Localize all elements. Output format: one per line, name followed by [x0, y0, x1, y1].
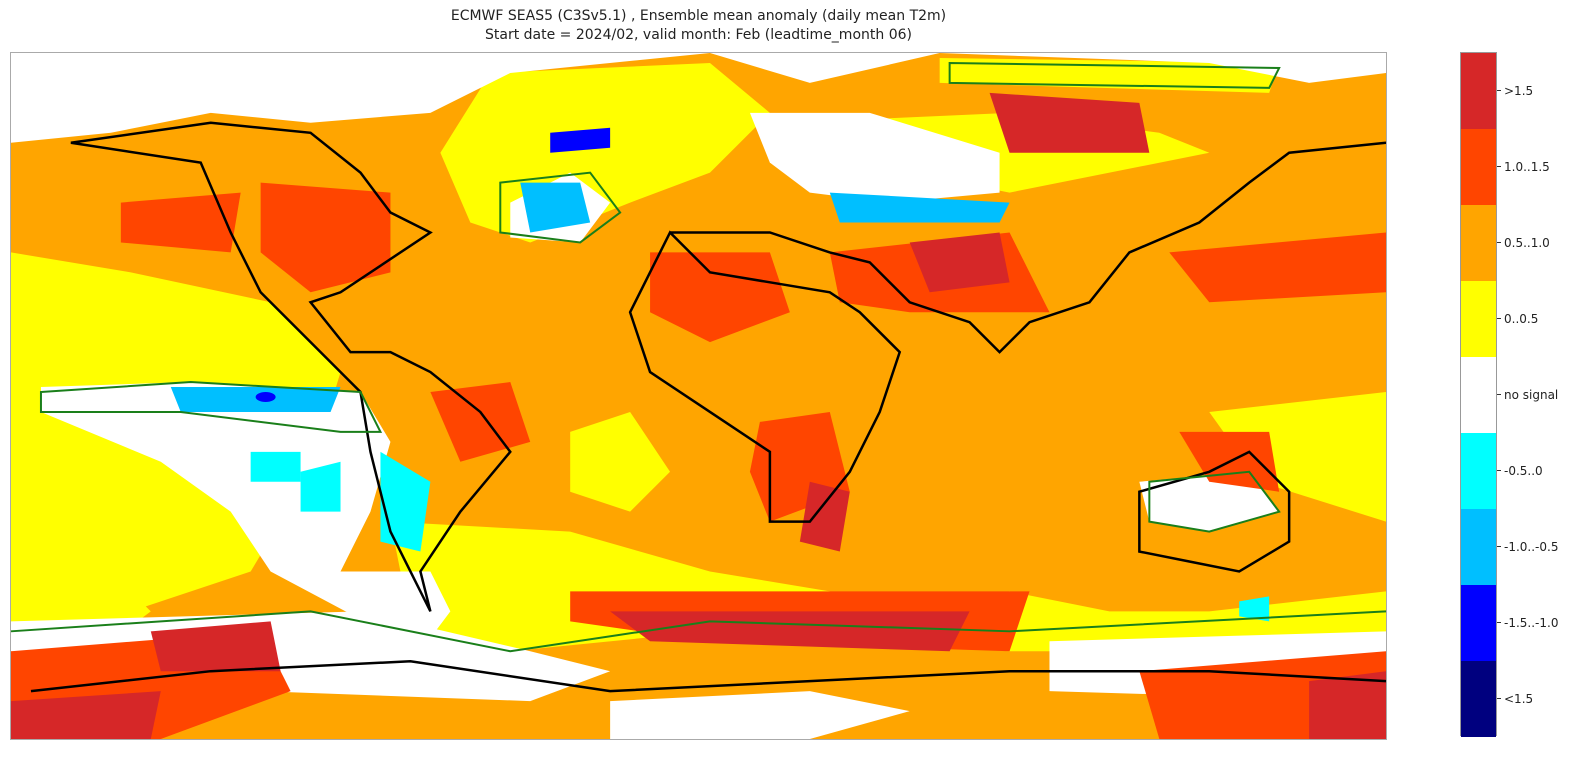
legend-label: -0.5..0	[1504, 464, 1543, 478]
legend-label: -1.5..-1.0	[1504, 616, 1559, 630]
colorbar	[1460, 52, 1497, 737]
coastlines	[30, 121, 1386, 693]
colorbar-tick	[1497, 394, 1501, 395]
legend-label: 0..0.5	[1504, 312, 1539, 326]
colorbar-band-lt-1.5	[1461, 661, 1496, 737]
colorbar-band-neg-0.5-0	[1461, 433, 1496, 509]
significance-contours	[11, 61, 1386, 653]
colorbar-band-no-signal	[1461, 357, 1496, 433]
colorbar-tick	[1497, 242, 1501, 243]
chart-title: ECMWF SEAS5 (C3Sv5.1) , Ensemble mean an…	[450, 8, 947, 24]
colorbar-tick	[1497, 166, 1501, 167]
colorbar-band-gt-1.5	[1461, 53, 1496, 129]
colorbar-tick	[1497, 546, 1501, 547]
legend-label: no signal	[1504, 388, 1559, 402]
chart-subtitle: Start date = 2024/02, valid month: Feb (…	[485, 27, 912, 43]
colorbar-band-neg-1.5-1.0	[1461, 585, 1496, 661]
colorbar-band-0-0.5	[1461, 281, 1496, 357]
colorbar-tick	[1497, 470, 1501, 471]
legend-label: >1.5	[1504, 84, 1534, 98]
colorbar-tick	[1497, 90, 1501, 91]
colorbar-band-1.0-1.5	[1461, 129, 1496, 205]
colorbar-band-0.5-1.0	[1461, 205, 1496, 281]
colorbar-tick	[1497, 622, 1501, 623]
legend-label: -1.0..-0.5	[1504, 540, 1559, 554]
colorbar-tick	[1497, 318, 1501, 319]
legend-label: 1.0..1.5	[1504, 160, 1550, 174]
legend-label: <1.5	[1504, 692, 1534, 706]
very-strong-positive-regions	[11, 92, 1386, 739]
colorbar-band-neg-1.0-0.5	[1461, 509, 1496, 585]
colorbar-tick	[1497, 698, 1501, 699]
anomaly-map	[10, 52, 1387, 740]
legend-label: 0.5..1.0	[1504, 236, 1550, 250]
